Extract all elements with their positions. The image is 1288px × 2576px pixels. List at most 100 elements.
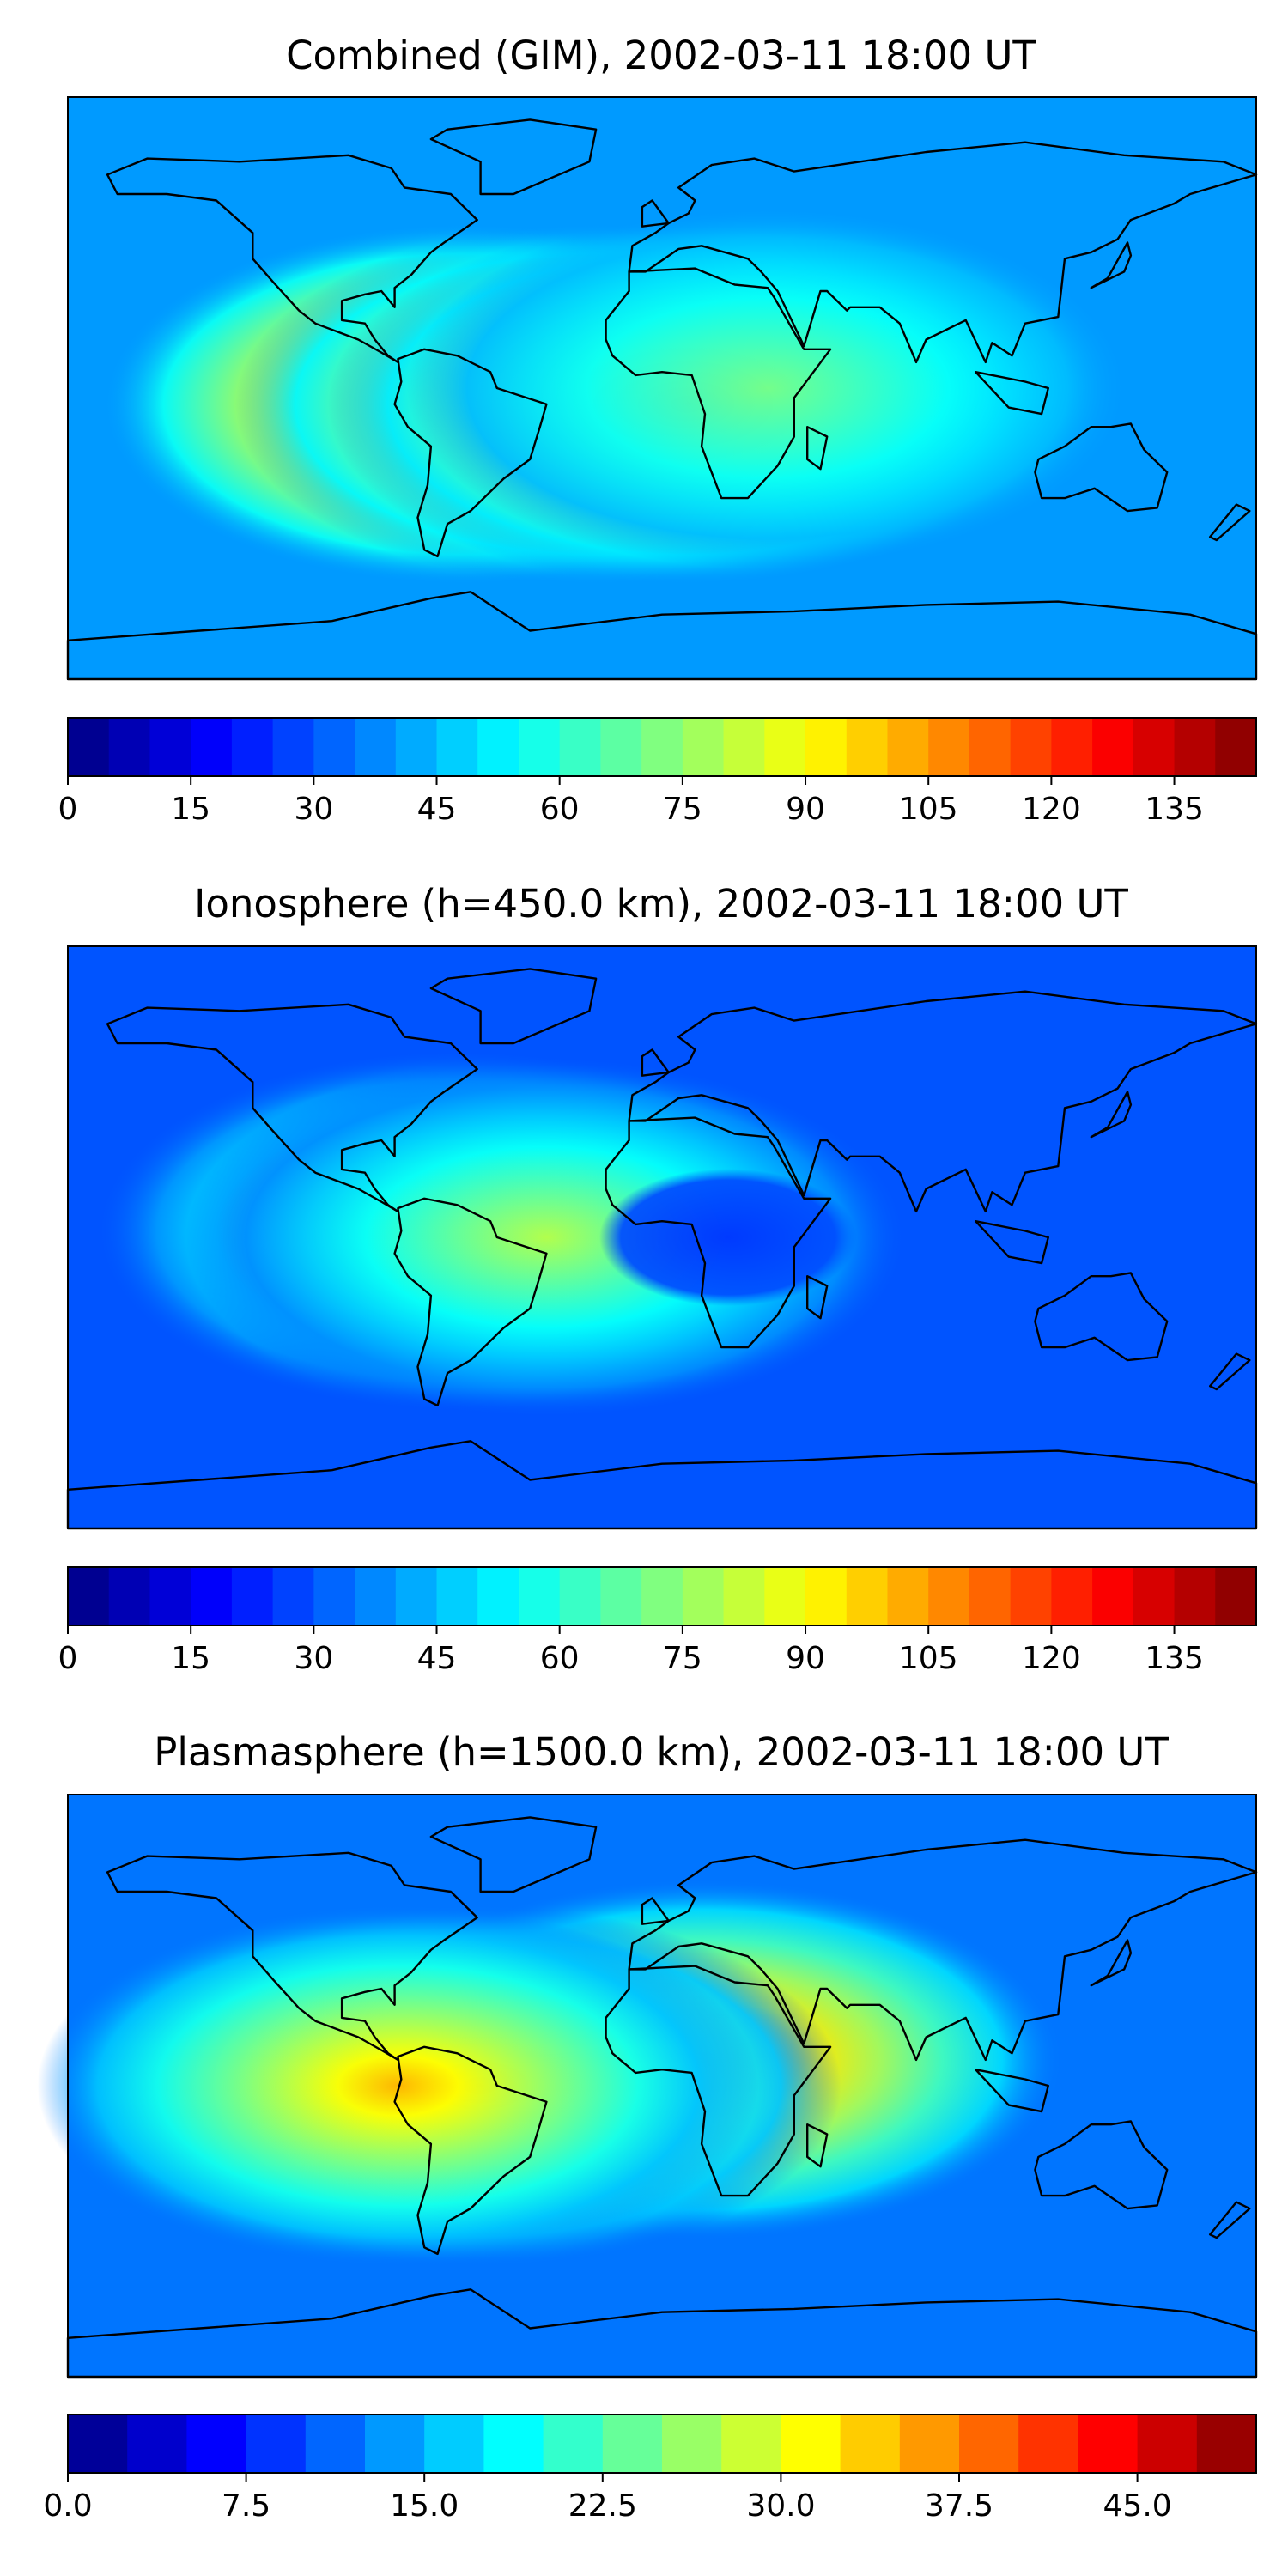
panel-combined: Combined (GIM), 2002-03-11 18:00 UT 0 15 3… <box>58 33 1258 827</box>
colorbar-swatch <box>559 718 602 776</box>
colorbar-tick-label: 120 <box>1022 1641 1081 1676</box>
coastline <box>393 2045 548 2256</box>
colorbar-swatch <box>518 1567 561 1625</box>
field-feature <box>407 208 1129 568</box>
coastlines-plasmasphere <box>66 1816 1258 2379</box>
coastline <box>429 118 598 196</box>
colorbar-tick-label: 0 <box>58 1641 78 1676</box>
colorbar-swatch <box>723 1567 765 1625</box>
coastline <box>605 1116 832 1349</box>
colorbar-tick-label: 105 <box>899 792 958 827</box>
colorbar-swatch <box>1133 718 1176 776</box>
colorbar-swatch <box>436 1567 478 1625</box>
colorbar-swatch <box>1196 2415 1257 2473</box>
colorbar-swatch <box>846 1567 889 1625</box>
colorbar-swatch <box>959 2415 1019 2473</box>
colorbar-tick-label: 15 <box>171 1641 210 1676</box>
colorbar-swatch <box>1215 1567 1257 1625</box>
colorbar-swatch <box>682 1567 725 1625</box>
colorbar-swatch <box>305 2415 366 2473</box>
colorbar-swatch <box>68 1567 110 1625</box>
colorbar-swatch <box>721 2415 781 2473</box>
colorbar-swatch <box>436 718 478 776</box>
colorbar-swatch <box>313 718 355 776</box>
colorbar-tick-label: 30.0 <box>746 2488 815 2524</box>
colorbar-swatch <box>543 2415 604 2473</box>
coastline <box>429 968 598 1045</box>
colorbar-tick-label: 135 <box>1145 1641 1204 1676</box>
colorbar-swatch <box>846 718 889 776</box>
colorbar-swatch <box>600 718 642 776</box>
colorbar-swatch <box>805 1567 848 1625</box>
coastline <box>1208 503 1251 542</box>
colorbar-swatch <box>483 2415 544 2473</box>
colorbar-frame-plasmasphere <box>67 2414 1257 2474</box>
colorbar-tick-label: 0.0 <box>43 2488 92 2524</box>
map-ionosphere <box>66 945 1258 1530</box>
map-frame-ionosphere <box>67 945 1257 1529</box>
field-feature <box>37 1905 759 2266</box>
colorbar-swatch <box>662 2415 722 2473</box>
colorbar-swatch <box>272 1567 314 1625</box>
colorbar-plasmasphere: 0.0 7.5 15.0 22.5 30.0 37.5 45.0 <box>43 2414 1257 2524</box>
colorbar-swatch <box>764 718 806 776</box>
colorbar-swatch <box>723 718 765 776</box>
colorbar-tick-label: 75 <box>663 1641 702 1676</box>
colorbar-tick-label: 45 <box>417 792 457 827</box>
colorbar-swatch <box>1078 2415 1139 2473</box>
colorbar-swatch <box>1051 1567 1093 1625</box>
colorbar-swatch <box>1010 1567 1052 1625</box>
colorbar-frame-combined <box>67 717 1257 777</box>
colorbar-swatch <box>395 1567 438 1625</box>
colorbar-swatch <box>246 2415 307 2473</box>
colorbar-swatches-plasmasphere <box>68 2415 1257 2473</box>
colorbar-ticks-ionosphere: 0 15 30 45 60 75 90 105 120 135 <box>58 1625 1204 1676</box>
field-feature <box>598 1169 857 1306</box>
colorbar-swatch <box>272 718 314 776</box>
colorbar-swatch <box>518 718 561 776</box>
colorbar-swatch <box>928 718 970 776</box>
title-ionosphere: Ionosphere (h=450.0 km), 2002-03-11 18:0… <box>194 881 1128 927</box>
colorbar-swatch <box>1137 2415 1198 2473</box>
colorbar-swatch <box>149 1567 191 1625</box>
colorbar-swatch <box>600 1567 642 1625</box>
colorbar-tick-label: 7.5 <box>222 2488 270 2524</box>
colorbar-swatch <box>1092 718 1134 776</box>
coastline <box>641 1897 670 1925</box>
map-combined <box>66 96 1258 681</box>
colorbar-tick-label: 22.5 <box>568 2488 637 2524</box>
colorbar-swatch <box>969 718 1012 776</box>
coastline <box>806 1275 829 1320</box>
colorbar-tick-label: 105 <box>899 1641 958 1676</box>
colorbar-swatch <box>355 1567 397 1625</box>
colorbar-swatch <box>1051 718 1093 776</box>
colorbar-swatch <box>231 718 274 776</box>
colorbar-swatch <box>1092 1567 1134 1625</box>
colorbar-swatch <box>840 2415 901 2473</box>
colorbar-ticks-plasmasphere: 0.0 7.5 15.0 22.5 30.0 37.5 45.0 <box>43 2473 1172 2524</box>
colorbar-swatch <box>887 718 929 776</box>
colorbar-ionosphere: 0 15 30 45 60 75 90 105 120 135 <box>58 1566 1257 1676</box>
colorbar-swatch <box>424 2415 484 2473</box>
colorbar-swatch <box>365 2415 425 2473</box>
colorbar-tick-label: 0 <box>58 792 78 827</box>
coastline <box>106 1851 478 2062</box>
coastline <box>393 1197 548 1407</box>
colorbar-swatch <box>355 718 397 776</box>
colorbar-swatch <box>186 2415 247 2473</box>
map-plasmasphere <box>37 1794 1258 2379</box>
colorbar-swatch <box>887 1567 929 1625</box>
colorbar-swatch <box>127 2415 187 2473</box>
colorbar-swatch <box>477 1567 519 1625</box>
coastline <box>628 1838 1258 2062</box>
coastline <box>1034 1272 1169 1362</box>
coastline <box>1034 2120 1169 2210</box>
panel-plasmasphere: Plasmasphere (h=1500.0 km), 2002-03-11 1… <box>37 1729 1258 2524</box>
colorbar-tick-label: 37.5 <box>925 2488 993 2524</box>
colorbar-swatches-combined <box>68 718 1257 776</box>
coastline <box>106 154 478 364</box>
coastline <box>393 348 548 558</box>
coastline <box>641 1048 670 1077</box>
colorbar-swatch <box>1174 1567 1216 1625</box>
